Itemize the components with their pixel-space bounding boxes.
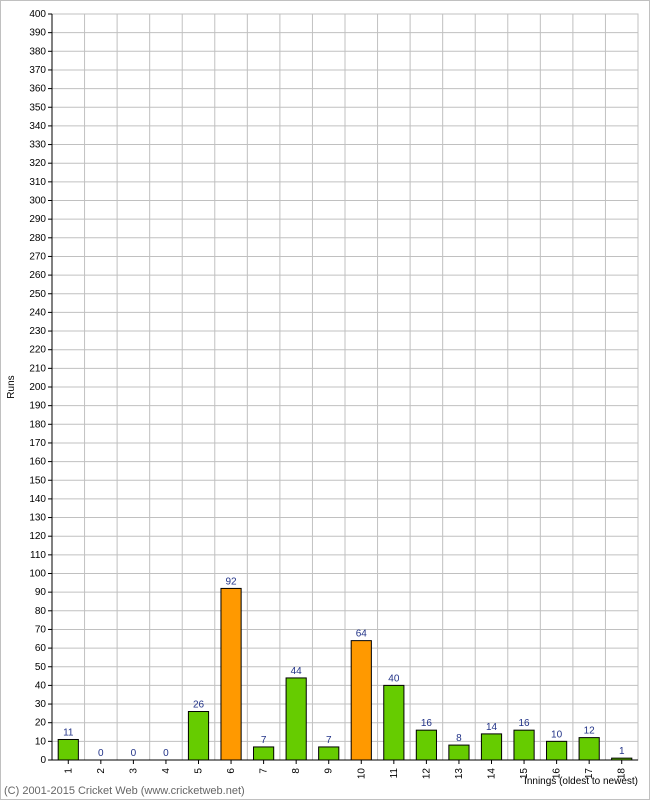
svg-text:370: 370 bbox=[29, 65, 46, 76]
svg-text:140: 140 bbox=[29, 494, 46, 505]
svg-text:16: 16 bbox=[518, 718, 530, 729]
svg-text:92: 92 bbox=[225, 576, 237, 587]
svg-text:260: 260 bbox=[29, 270, 46, 281]
svg-text:160: 160 bbox=[29, 457, 46, 468]
svg-text:30: 30 bbox=[35, 699, 47, 710]
svg-text:0: 0 bbox=[40, 755, 46, 766]
svg-text:0: 0 bbox=[131, 748, 137, 759]
svg-text:210: 210 bbox=[29, 363, 46, 374]
svg-text:120: 120 bbox=[29, 531, 46, 542]
svg-text:400: 400 bbox=[29, 9, 46, 20]
svg-text:13: 13 bbox=[454, 768, 465, 780]
svg-text:7: 7 bbox=[261, 735, 267, 746]
copyright-text: (C) 2001-2015 Cricket Web (www.cricketwe… bbox=[4, 785, 245, 797]
svg-text:Innings (oldest to newest): Innings (oldest to newest) bbox=[524, 776, 638, 787]
svg-text:380: 380 bbox=[29, 46, 46, 57]
svg-text:60: 60 bbox=[35, 643, 47, 654]
svg-text:390: 390 bbox=[29, 28, 46, 39]
svg-text:44: 44 bbox=[291, 666, 303, 677]
svg-text:0: 0 bbox=[98, 748, 104, 759]
svg-text:14: 14 bbox=[487, 768, 498, 780]
svg-text:6: 6 bbox=[226, 768, 237, 774]
svg-text:50: 50 bbox=[35, 662, 47, 673]
svg-text:16: 16 bbox=[421, 718, 433, 729]
svg-text:5: 5 bbox=[194, 768, 205, 774]
svg-text:12: 12 bbox=[584, 726, 596, 737]
svg-text:110: 110 bbox=[30, 550, 46, 561]
svg-text:14: 14 bbox=[486, 722, 498, 733]
svg-text:280: 280 bbox=[29, 233, 46, 244]
svg-text:250: 250 bbox=[29, 289, 46, 300]
runs-bar-chart: 0102030405060708090100110120130140150160… bbox=[0, 0, 650, 800]
svg-text:7: 7 bbox=[259, 768, 270, 774]
svg-text:150: 150 bbox=[29, 475, 46, 486]
svg-text:40: 40 bbox=[35, 680, 47, 691]
svg-text:1: 1 bbox=[63, 768, 74, 774]
svg-text:12: 12 bbox=[421, 768, 432, 780]
svg-text:130: 130 bbox=[29, 513, 46, 524]
svg-text:11: 11 bbox=[63, 727, 74, 738]
svg-text:200: 200 bbox=[29, 382, 46, 393]
svg-text:7: 7 bbox=[326, 735, 332, 746]
svg-text:100: 100 bbox=[29, 569, 46, 580]
svg-text:64: 64 bbox=[356, 629, 368, 640]
svg-text:40: 40 bbox=[388, 673, 400, 684]
svg-text:340: 340 bbox=[29, 121, 46, 132]
svg-text:170: 170 bbox=[29, 438, 46, 449]
svg-text:300: 300 bbox=[29, 196, 46, 207]
svg-text:290: 290 bbox=[29, 214, 46, 225]
svg-text:70: 70 bbox=[35, 624, 47, 635]
svg-text:10: 10 bbox=[356, 768, 367, 780]
chart-container: 0102030405060708090100110120130140150160… bbox=[0, 0, 650, 800]
svg-text:310: 310 bbox=[29, 177, 46, 188]
svg-text:190: 190 bbox=[29, 401, 46, 412]
svg-text:220: 220 bbox=[29, 345, 46, 356]
svg-text:350: 350 bbox=[29, 102, 46, 113]
svg-text:230: 230 bbox=[29, 326, 46, 337]
svg-text:20: 20 bbox=[35, 718, 47, 729]
svg-text:1: 1 bbox=[619, 746, 625, 757]
svg-text:180: 180 bbox=[29, 419, 46, 430]
svg-text:2: 2 bbox=[96, 768, 107, 774]
svg-text:10: 10 bbox=[35, 736, 47, 747]
svg-text:4: 4 bbox=[161, 768, 172, 774]
svg-text:360: 360 bbox=[29, 84, 46, 95]
svg-text:8: 8 bbox=[291, 768, 302, 774]
svg-text:80: 80 bbox=[35, 606, 47, 617]
svg-text:Runs: Runs bbox=[6, 375, 17, 398]
svg-text:11: 11 bbox=[389, 768, 400, 779]
svg-text:26: 26 bbox=[193, 700, 205, 711]
svg-text:8: 8 bbox=[456, 733, 462, 744]
svg-text:3: 3 bbox=[128, 768, 139, 774]
svg-text:320: 320 bbox=[29, 158, 46, 169]
svg-text:240: 240 bbox=[29, 307, 46, 318]
svg-text:270: 270 bbox=[29, 251, 46, 262]
svg-text:90: 90 bbox=[35, 587, 47, 598]
svg-text:10: 10 bbox=[551, 729, 563, 740]
svg-text:330: 330 bbox=[29, 140, 46, 151]
svg-text:9: 9 bbox=[324, 768, 335, 774]
svg-text:0: 0 bbox=[163, 748, 169, 759]
